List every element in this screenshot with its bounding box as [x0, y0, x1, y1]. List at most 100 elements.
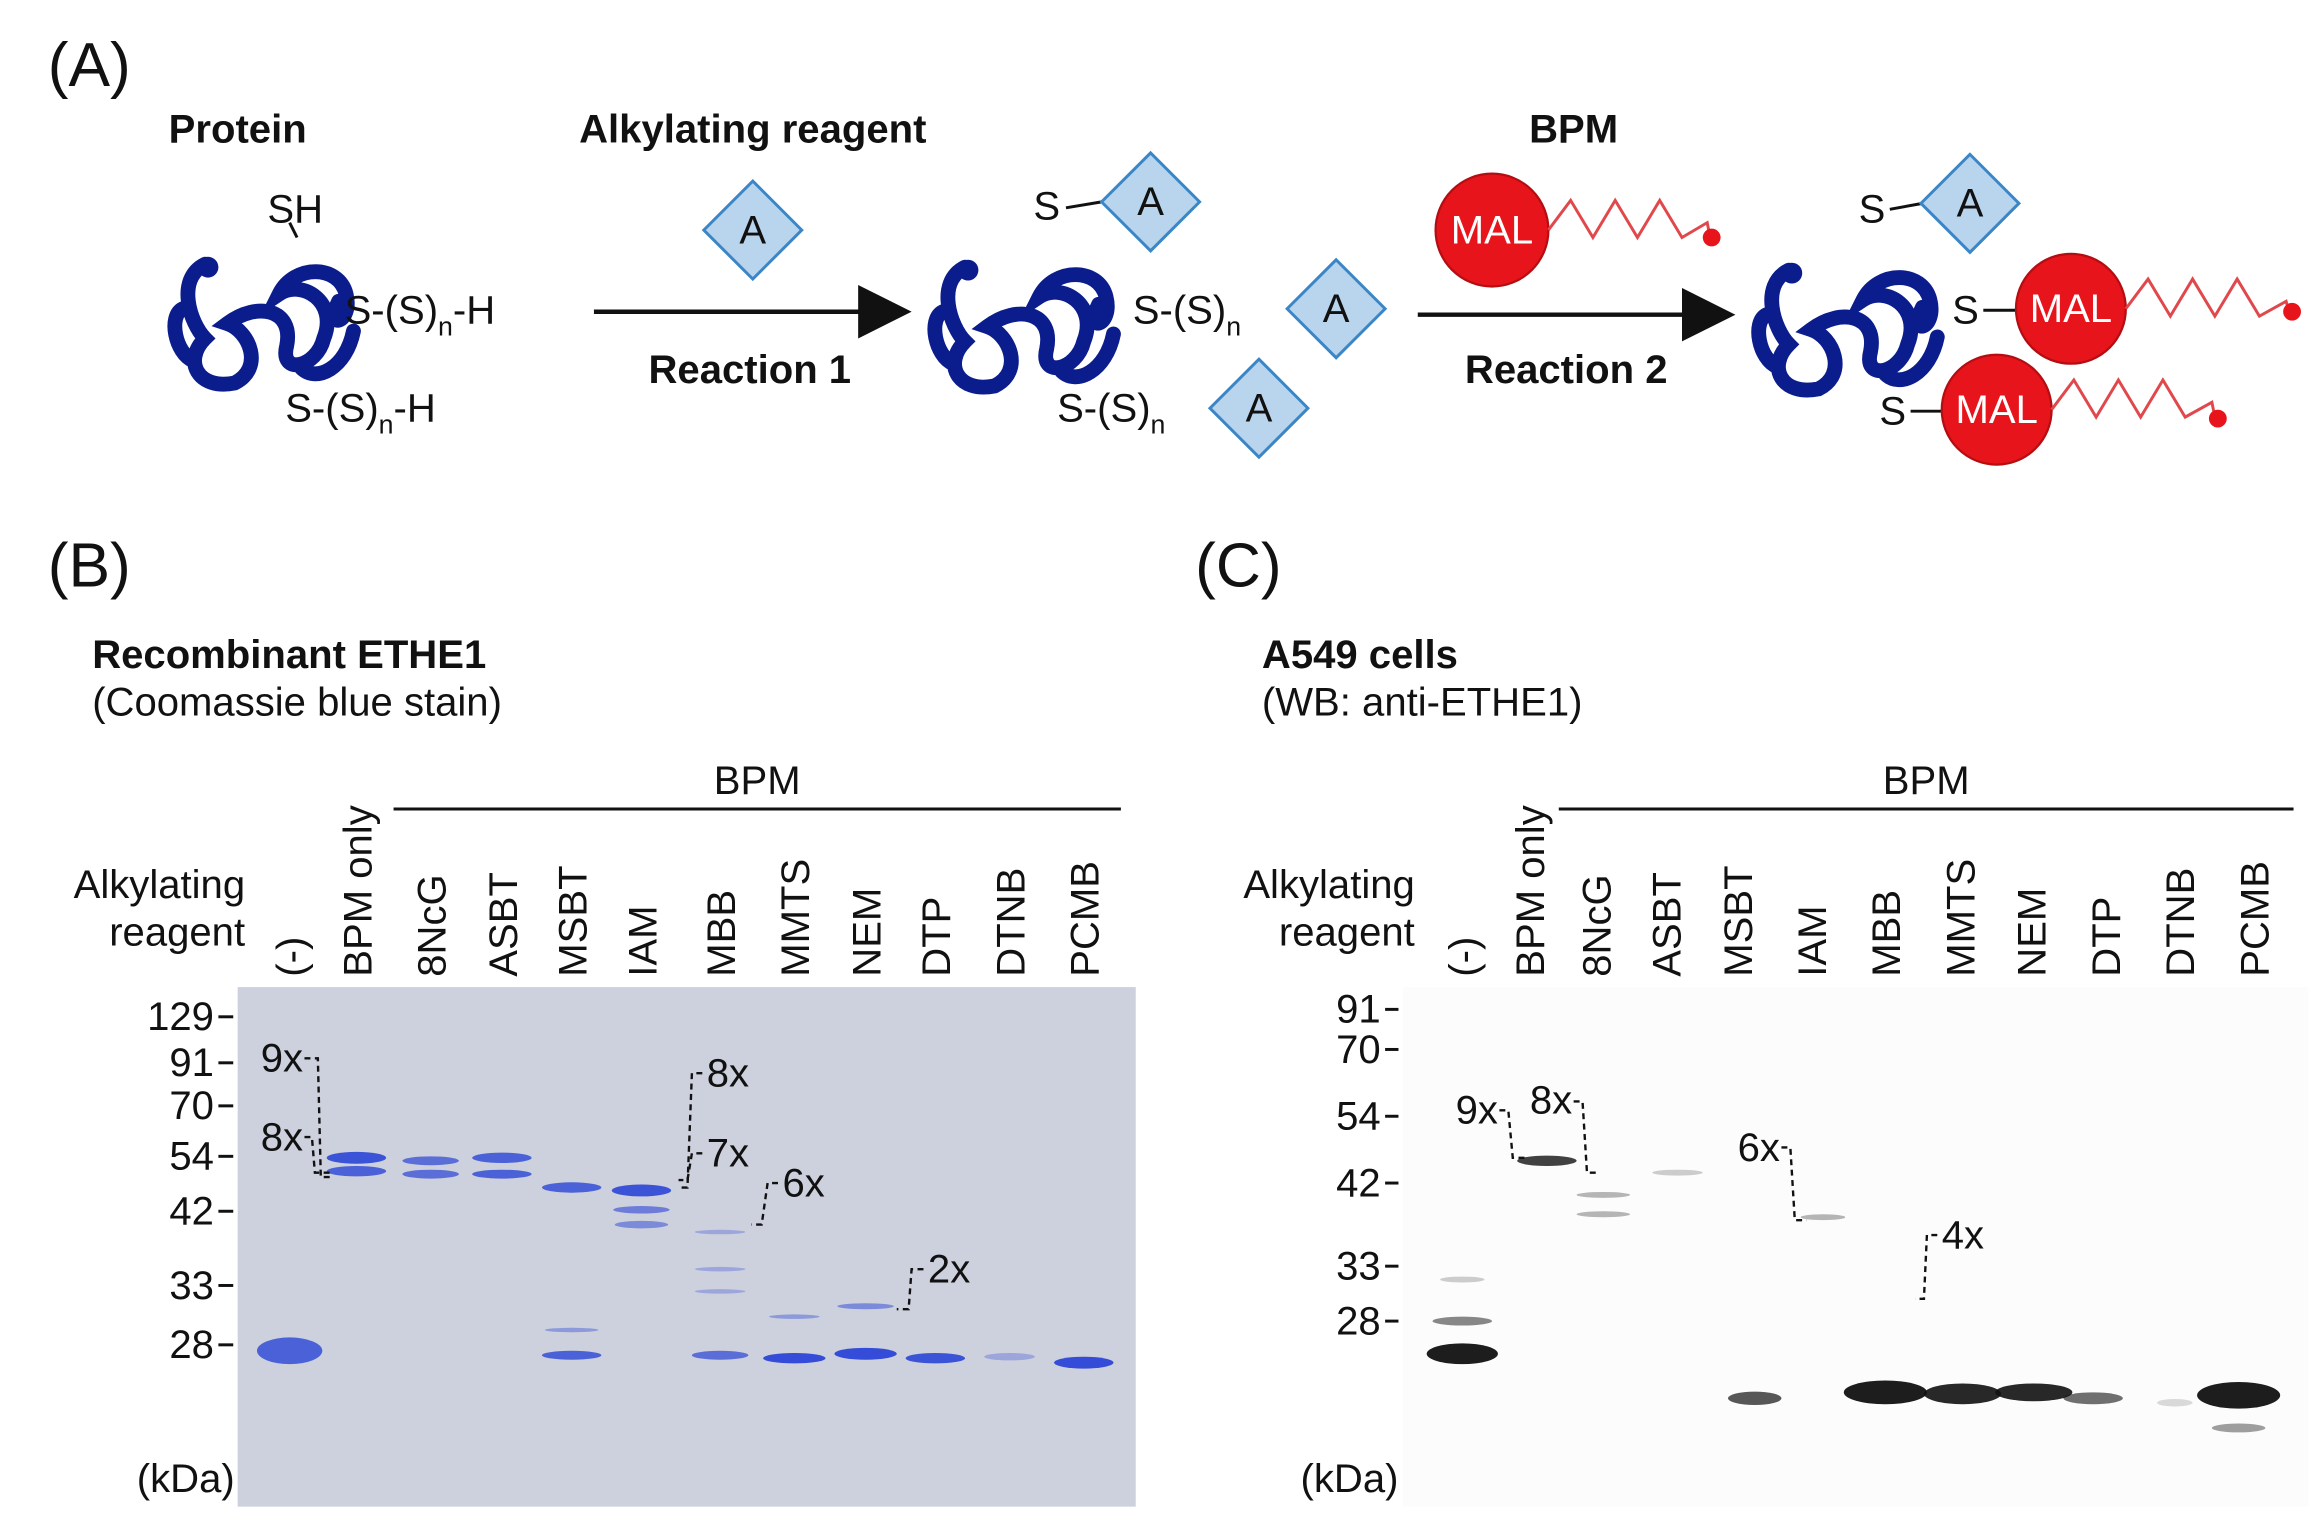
tag-icon — [1285, 257, 1388, 360]
lane-label: DTP — [915, 897, 959, 977]
band — [694, 1229, 746, 1235]
protein-icon — [935, 260, 1114, 387]
band — [2211, 1423, 2266, 1433]
band — [402, 1169, 459, 1179]
lane-label: NEM — [845, 888, 889, 977]
band — [1728, 1391, 1782, 1405]
bracket — [751, 1181, 778, 1226]
band — [1426, 1343, 1498, 1365]
group: S — [1879, 390, 1906, 434]
marker-label: 33 — [169, 1264, 214, 1308]
heading: Alkylating reagent — [579, 108, 926, 152]
marker-label: 91 — [1336, 988, 1381, 1032]
lane-label: MSBT — [552, 865, 596, 976]
lane-label: (-) — [269, 937, 313, 977]
bracket — [304, 1057, 333, 1179]
bands — [1426, 1155, 2281, 1433]
band — [769, 1314, 820, 1319]
protein-icon — [175, 257, 354, 384]
band — [691, 1350, 749, 1360]
heading: Protein — [169, 108, 307, 152]
linker — [2124, 276, 2291, 320]
bracket — [304, 1135, 330, 1174]
band — [256, 1337, 323, 1365]
marker-label: 54 — [169, 1135, 214, 1179]
t: S-(S) — [1057, 387, 1150, 431]
band — [1923, 1383, 2002, 1405]
band — [1054, 1356, 1114, 1369]
gel — [237, 987, 1136, 1507]
lane-label: BPM only — [1509, 805, 1553, 976]
annotation: 6x — [1738, 1126, 1780, 1170]
band — [613, 1206, 670, 1214]
tag: A — [1957, 182, 1984, 226]
row-label: Alkylating — [74, 863, 245, 907]
band — [1576, 1211, 1631, 1218]
annotation: 8x — [261, 1115, 303, 1159]
bracket — [678, 1072, 703, 1189]
band — [1843, 1380, 1927, 1405]
panel-title: Recombinant ETHE1 — [92, 633, 486, 677]
linker — [1547, 197, 1712, 241]
panel-title: A549 cells — [1262, 633, 1458, 677]
t: -H — [453, 289, 495, 333]
marker-label: 28 — [169, 1323, 214, 1367]
blot — [1402, 987, 2309, 1507]
marker-label: 42 — [169, 1190, 214, 1234]
bracket — [1781, 1146, 1807, 1222]
lane-label: 8NcG — [1576, 874, 1620, 976]
marker-label: 42 — [1336, 1161, 1381, 1205]
panel-label: (B) — [48, 531, 131, 600]
annotation: 8x — [707, 1052, 749, 1096]
t: S-(S) — [345, 289, 438, 333]
reaction: Reaction 2 — [1465, 348, 1668, 392]
lane-label: IAM — [1791, 905, 1835, 976]
t: -H — [394, 387, 436, 431]
row-label: reagent — [1279, 911, 1415, 955]
marker-label: 129 — [147, 995, 214, 1039]
band — [1576, 1191, 1631, 1198]
band — [326, 1165, 387, 1177]
band — [2063, 1392, 2123, 1405]
band — [694, 1289, 746, 1294]
band — [837, 1303, 894, 1310]
annotation: 8x — [1530, 1078, 1572, 1122]
band — [611, 1184, 672, 1197]
tag-icon — [1918, 152, 2022, 255]
row-label: reagent — [109, 911, 245, 955]
annotation: 9x — [261, 1037, 303, 1081]
tag: A — [1137, 180, 1164, 224]
tag: A — [1323, 287, 1350, 331]
panel-subtitle: (WB: anti-ETHE1) — [1262, 680, 1583, 724]
lane-label: MBB — [700, 890, 744, 977]
lane-label: ASBT — [1646, 872, 1690, 977]
band — [1432, 1316, 1492, 1326]
biotin — [2283, 302, 2301, 321]
lane-label: NEM — [2011, 888, 2055, 977]
bracket — [678, 1152, 703, 1182]
group: S — [1033, 185, 1060, 229]
reaction: Reaction 1 — [648, 348, 851, 392]
band — [2156, 1399, 2193, 1407]
band — [614, 1220, 669, 1229]
group: S-(S)n-H — [285, 387, 436, 440]
reagent-icon — [701, 178, 804, 282]
band — [541, 1182, 602, 1193]
tag-icon — [1099, 150, 1202, 253]
t: n — [1151, 409, 1166, 439]
band — [763, 1353, 826, 1364]
band — [402, 1156, 459, 1166]
lane-label: DTNB — [989, 868, 1033, 977]
t: S-(S) — [1133, 289, 1226, 333]
bracket — [1573, 1100, 1596, 1174]
band — [544, 1327, 599, 1333]
bracket — [896, 1267, 924, 1311]
bracket — [1915, 1233, 1938, 1301]
group-label: BPM — [714, 759, 801, 803]
t: S-(S) — [285, 387, 378, 431]
bond — [1065, 200, 1102, 210]
group: S-(S)n-H — [345, 289, 496, 342]
group: S-(S)n — [1057, 387, 1165, 440]
marker-label: 70 — [1336, 1028, 1381, 1072]
